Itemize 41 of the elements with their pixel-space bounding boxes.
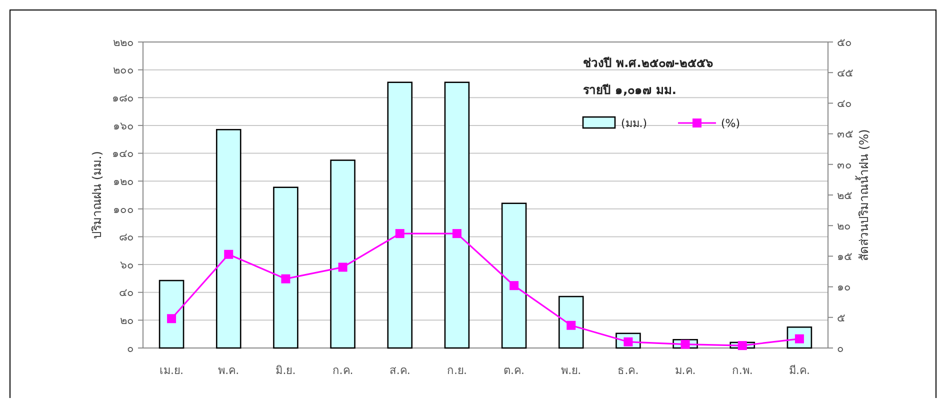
x-tick-label: ก.ค. bbox=[332, 364, 354, 377]
y-tick-label: ๑๐๐ bbox=[113, 202, 134, 216]
x-tick-label: เม.ย. bbox=[160, 364, 184, 377]
y2-tick-label: ๑๐ bbox=[837, 280, 851, 294]
x-tick-label: ก.ย. bbox=[446, 364, 467, 377]
y-tick-label: ๖๐ bbox=[120, 258, 134, 272]
y-tick-label: ๔๐ bbox=[119, 286, 134, 300]
y-tick-label: ๑๒๐ bbox=[113, 174, 134, 188]
y-tick-label: ๒๐๐ bbox=[113, 64, 134, 77]
annotation: ช่วงปี พ.ศ.๒๕๐๗-๒๕๕๖ bbox=[583, 56, 714, 70]
x-tick-label: ส.ค. bbox=[389, 364, 410, 377]
y-tick-label: ๑๔๐ bbox=[112, 147, 134, 160]
y-tick-label: ๐ bbox=[127, 342, 134, 355]
x-tick-label: ธ.ค. bbox=[618, 364, 639, 377]
y2-tick-label: ๓๕ bbox=[837, 128, 853, 141]
y-axis-title: ปริมาณฝน (มม.) bbox=[90, 151, 104, 239]
legend-label: (%) bbox=[721, 116, 740, 130]
y2-tick-label: ๑๕ bbox=[837, 250, 852, 264]
y2-tick-label: ๕๐ bbox=[837, 36, 852, 49]
y-tick-label: ๒๐ bbox=[120, 314, 134, 328]
annotation: รายปี ๑,๐๑๗ มม. bbox=[583, 83, 676, 97]
x-tick-label: พ.ย. bbox=[561, 364, 582, 377]
y2-tick-label: ๕ bbox=[837, 311, 845, 324]
x-tick-label: ต.ค. bbox=[504, 364, 525, 377]
x-tick-label: มี.ค. bbox=[788, 364, 810, 377]
y-tick-label: ๘๐ bbox=[119, 230, 134, 244]
y2-tick-label: ๔๕ bbox=[837, 66, 853, 80]
y2-tick-label: ๒๐ bbox=[837, 219, 851, 232]
y2-tick-label: ๔๐ bbox=[837, 97, 852, 110]
x-tick-label: พ.ค. bbox=[218, 364, 240, 377]
y2-tick-label: ๓๐ bbox=[837, 158, 852, 172]
y2-tick-label: ๐ bbox=[837, 342, 844, 355]
y-tick-label: ๑๖๐ bbox=[113, 119, 134, 132]
y2-axis-title: สัดส่วนปริมาณน้ำฝน (%) bbox=[855, 129, 871, 261]
x-tick-label: มิ.ย. bbox=[276, 364, 296, 377]
y-tick-label: ๑๘๐ bbox=[112, 91, 134, 104]
y-tick-label: ๒๒๐ bbox=[113, 36, 134, 49]
x-tick-label: ม.ค. bbox=[674, 364, 696, 377]
legend-label: (มม.) bbox=[621, 116, 648, 130]
y2-tick-label: ๒๕ bbox=[837, 188, 852, 202]
x-tick-label: ก.พ. bbox=[732, 364, 753, 377]
